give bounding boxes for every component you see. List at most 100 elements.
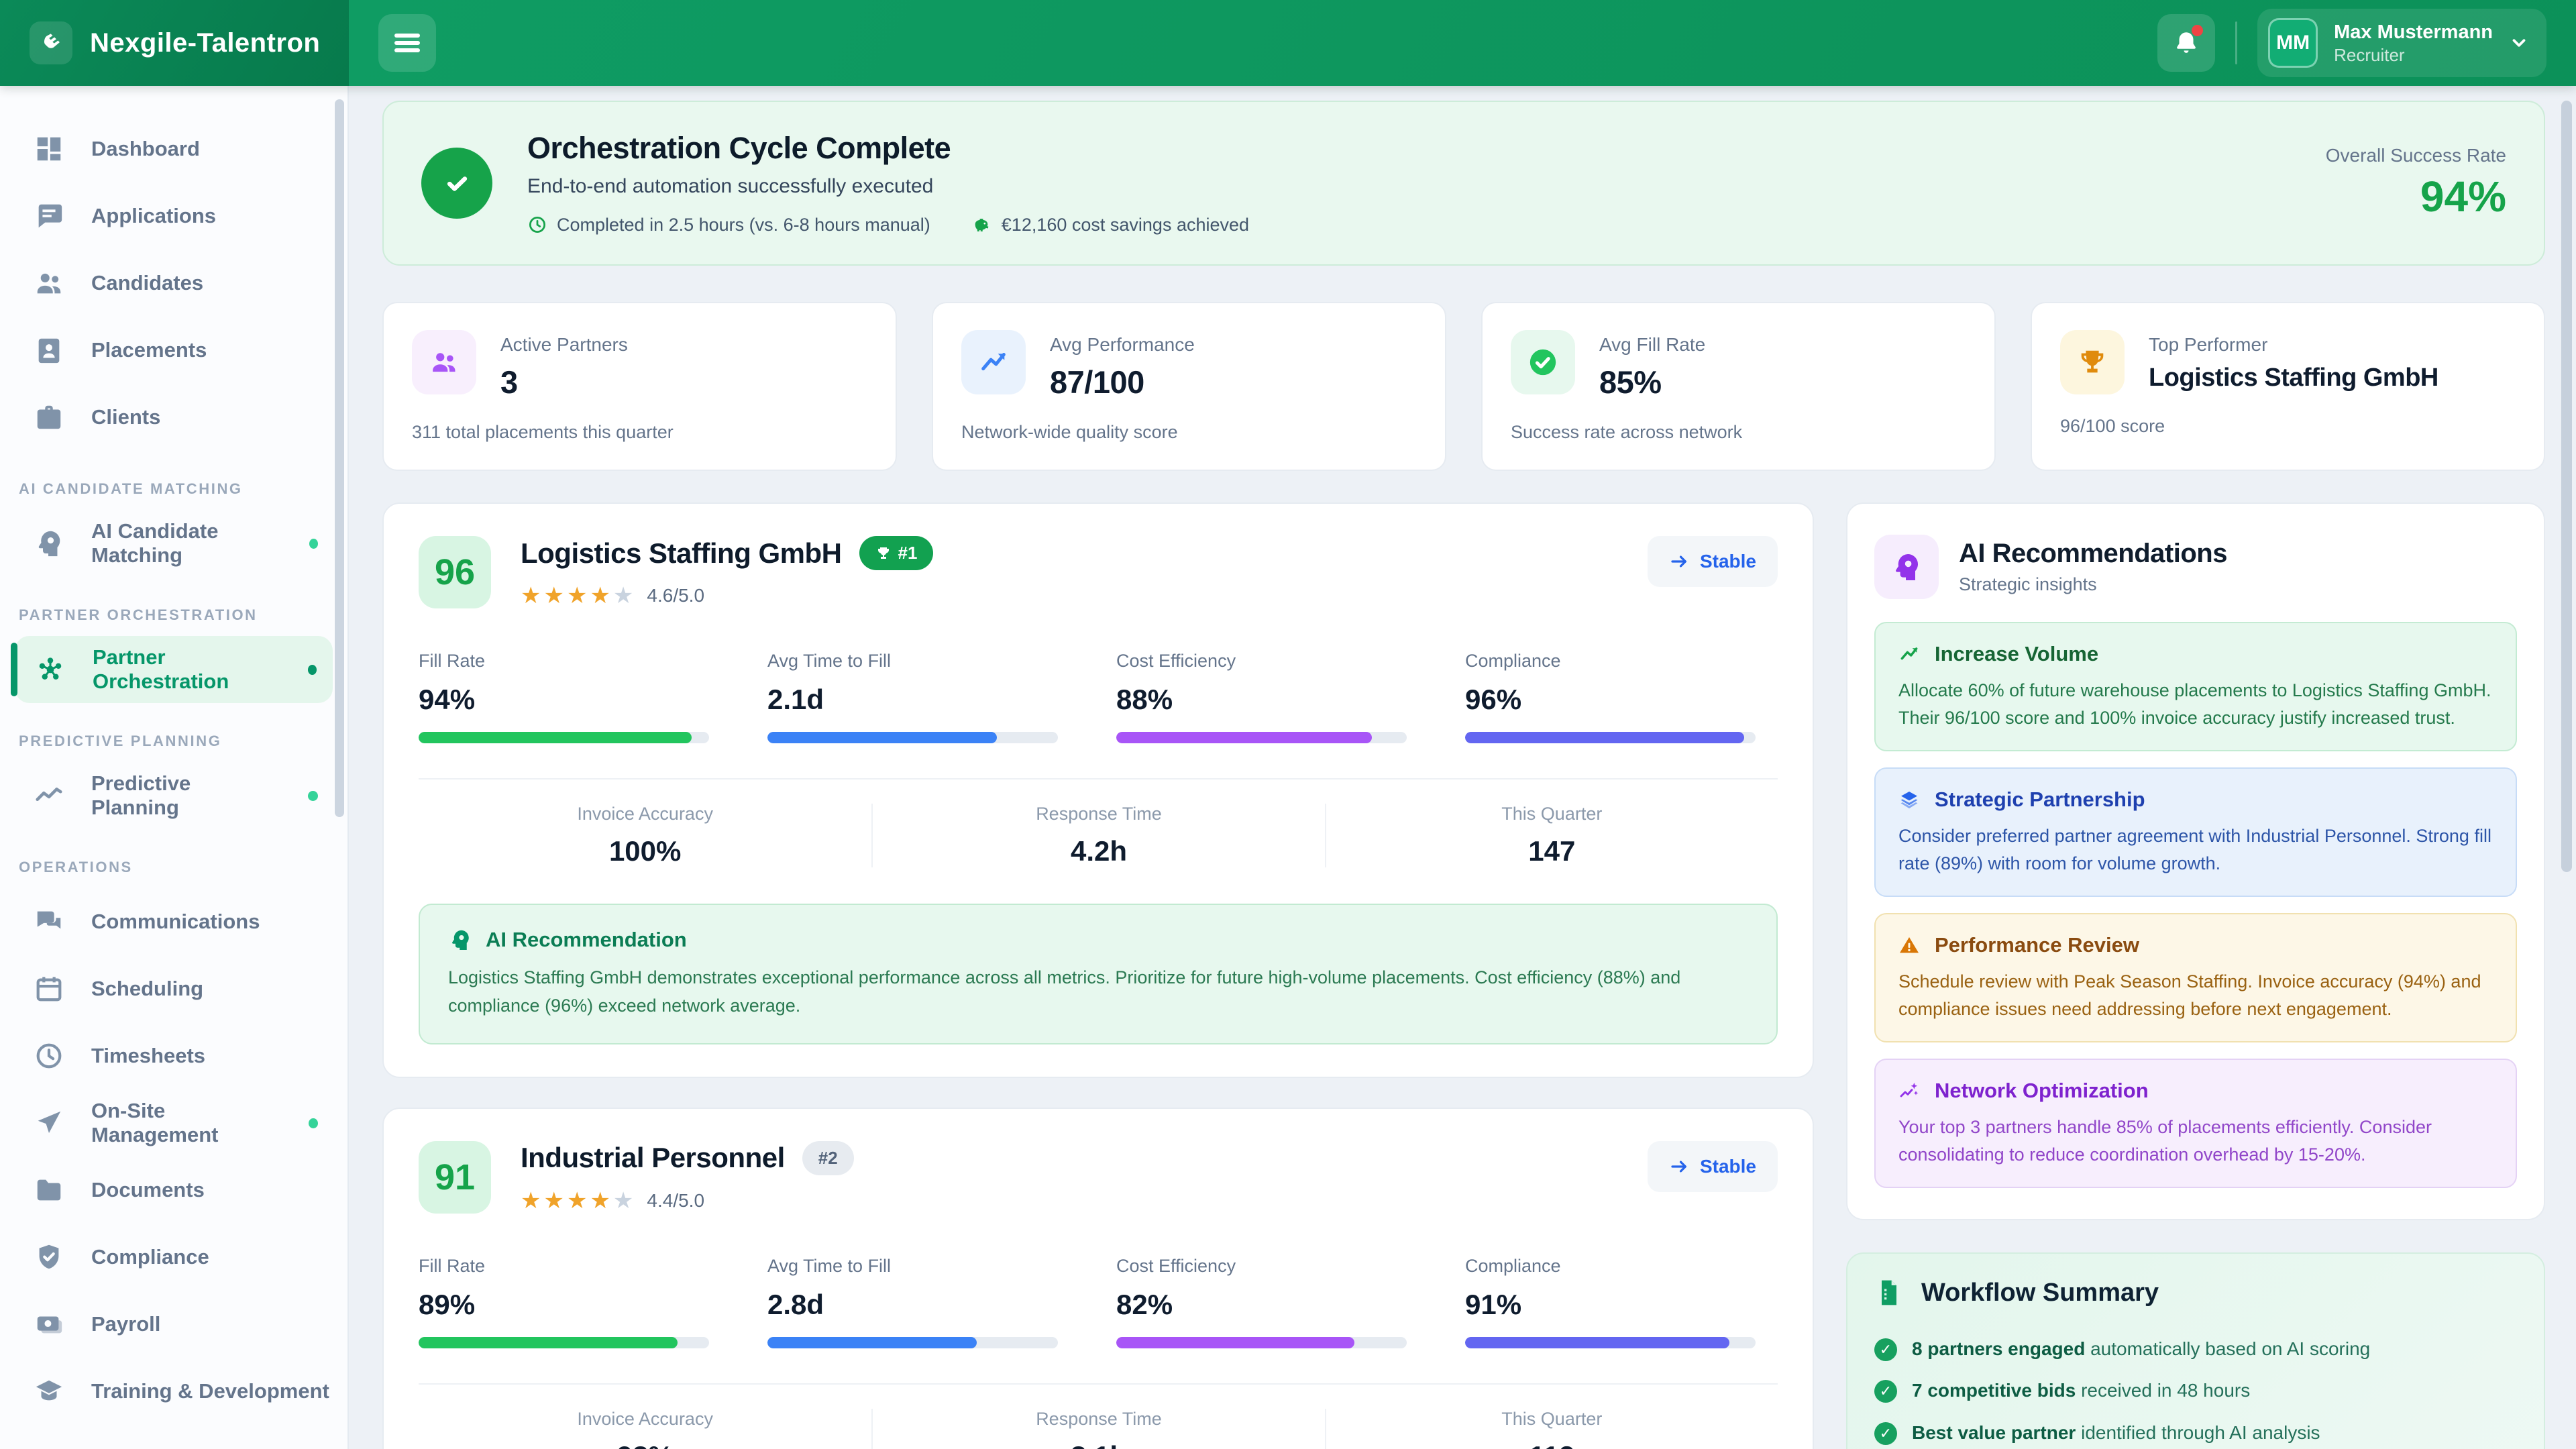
sidebar-item-training[interactable]: Training & Development: [0, 1358, 347, 1425]
submetric-invoice-accuracy: Invoice Accuracy 100%: [419, 804, 871, 867]
sparkles-icon: [1898, 1080, 1920, 1102]
handshake-logo-icon: [30, 21, 72, 64]
submetric-this-quarter: This Quarter 147: [1325, 804, 1778, 867]
rank-badge: #2: [802, 1141, 854, 1175]
arrow-right-icon: [1669, 1157, 1689, 1177]
submetric-invoice-accuracy: Invoice Accuracy 98%: [419, 1409, 871, 1449]
ai-panel-title: AI Recommendations: [1959, 539, 2227, 569]
arrow-right-icon: [1669, 551, 1689, 572]
briefcase-icon: [34, 402, 64, 433]
ai-head-icon: [34, 528, 64, 559]
sidebar-item-predictive-planning[interactable]: Predictive Planning: [0, 762, 347, 829]
active-dot: [309, 539, 318, 549]
trend-badge-stable: Stable: [1648, 536, 1778, 587]
trend-up-icon: [1898, 643, 1920, 665]
sidebar-scrollbar[interactable]: [335, 99, 344, 817]
partners-icon: [412, 330, 476, 394]
warning-icon: [1898, 934, 1920, 956]
section-operations: OPERATIONS: [19, 859, 347, 876]
partner-score: 96: [419, 536, 491, 608]
active-dot: [309, 1118, 318, 1128]
submetric-response-time: Response Time 8.1h: [871, 1409, 1324, 1449]
page-scrollbar[interactable]: [2561, 101, 2572, 872]
stat-card-avg-fill-rate: Avg Fill Rate 85% Success rate across ne…: [1481, 302, 1996, 471]
partner-rating: ★★★★★ 4.6/5.0: [521, 582, 933, 609]
metric-cost-efficiency: Cost Efficiency 88%: [1116, 651, 1429, 743]
banner-title: Orchestration Cycle Complete: [527, 131, 1249, 166]
metric-compliance: Compliance 96%: [1465, 651, 1778, 743]
ai-head-icon: [448, 928, 472, 952]
user-name: Max Mustermann: [2334, 20, 2493, 44]
trend-line-icon: [34, 780, 64, 811]
chevron-down-icon: [2509, 33, 2529, 53]
partner-rating: ★★★★★ 4.4/5.0: [521, 1187, 854, 1214]
app-header: Nexgile-Talentron MM Max Mustermann Recr…: [0, 0, 2576, 86]
clock-icon: [527, 215, 547, 235]
rank-badge: #1: [859, 536, 934, 570]
success-banner: Orchestration Cycle Complete End-to-end …: [382, 101, 2545, 266]
partner-name: Industrial Personnel: [521, 1142, 785, 1174]
chat-icon: [34, 201, 64, 231]
trend-up-icon: [961, 330, 1026, 394]
rec-card-increase-volume: Increase Volume Allocate 60% of future w…: [1874, 622, 2517, 751]
submetric-this-quarter: This Quarter 112: [1325, 1409, 1778, 1449]
check-circle-icon: [1511, 330, 1575, 394]
sidebar-item-scheduling[interactable]: Scheduling: [0, 955, 347, 1022]
notification-dot: [2192, 25, 2203, 36]
dashboard-icon: [34, 133, 64, 164]
sidebar-item-candidates[interactable]: Candidates: [0, 250, 347, 317]
header-divider: [2235, 21, 2237, 64]
stat-card-top-performer: Top Performer Logistics Staffing GmbH 96…: [2031, 302, 2545, 471]
banknote-icon: [34, 1309, 64, 1340]
sidebar-item-onsite-management[interactable]: On-Site Management: [0, 1089, 347, 1157]
trophy-icon: [2060, 330, 2125, 394]
rec-card-network-optimization: Network Optimization Your top 3 partners…: [1874, 1059, 2517, 1188]
badge-icon: [34, 335, 64, 366]
main-content: Orchestration Cycle Complete End-to-end …: [349, 86, 2576, 1449]
workflow-item: ✓ 8 partners engaged automatically based…: [1874, 1337, 2517, 1361]
sidebar-item-dashboard[interactable]: Dashboard: [0, 115, 347, 182]
metric-fill-rate: Fill Rate 94%: [419, 651, 731, 743]
piggy-bank-icon: [971, 214, 992, 235]
partner-score: 91: [419, 1141, 491, 1214]
check-circle-icon: [421, 148, 492, 219]
layers-icon: [1898, 789, 1920, 810]
sidebar-item-ai-candidate-matching[interactable]: AI Candidate Matching: [0, 510, 347, 577]
navigation-icon: [34, 1108, 64, 1138]
sidebar-item-partner-orchestration[interactable]: Partner Orchestration: [15, 636, 333, 703]
document-icon: [1874, 1278, 1904, 1307]
banner-savings-meta: €12,160 cost savings achieved: [971, 214, 1249, 235]
rec-card-strategic-partnership: Strategic Partnership Consider preferred…: [1874, 767, 2517, 897]
rec-card-performance-review: Performance Review Schedule review with …: [1874, 913, 2517, 1042]
section-ai-candidate-matching: AI CANDIDATE MATCHING: [19, 480, 347, 498]
partner-name: Logistics Staffing GmbH: [521, 537, 842, 570]
sidebar-item-documents[interactable]: Documents: [0, 1157, 347, 1224]
chat-bubbles-icon: [34, 906, 64, 937]
menu-toggle-button[interactable]: [378, 14, 436, 72]
workflow-item: ✓ 7 competitive bids received in 48 hour…: [1874, 1379, 2517, 1403]
sidebar-item-compliance[interactable]: Compliance: [0, 1224, 347, 1291]
sidebar-item-applications[interactable]: Applications: [0, 182, 347, 250]
sidebar-item-placements[interactable]: Placements: [0, 317, 347, 384]
sidebar-item-communications[interactable]: Communications: [0, 888, 347, 955]
active-dot: [308, 791, 318, 801]
sidebar-item-clients[interactable]: Clients: [0, 384, 347, 451]
banner-subtitle: End-to-end automation successfully execu…: [527, 175, 1249, 198]
workflow-summary: Workflow Summary ✓ 8 partners engaged au…: [1846, 1252, 2545, 1449]
clock-icon: [34, 1040, 64, 1071]
sidebar-item-payroll[interactable]: Payroll: [0, 1291, 347, 1358]
sidebar-item-timesheets[interactable]: Timesheets: [0, 1022, 347, 1089]
logo-block: Nexgile-Talentron: [0, 0, 349, 86]
user-menu[interactable]: MM Max Mustermann Recruiter: [2257, 9, 2546, 77]
success-rate-label: Overall Success Rate: [2326, 145, 2506, 166]
notifications-button[interactable]: [2157, 14, 2215, 72]
metric-fill-rate: Fill Rate 89%: [419, 1256, 731, 1348]
user-role: Recruiter: [2334, 44, 2493, 66]
stats-row: Active Partners 3 311 total placements t…: [382, 302, 2545, 471]
success-rate-value: 94%: [2326, 172, 2506, 221]
sidebar: Dashboard Applications Candidates Placem…: [0, 86, 349, 1449]
metric-compliance: Compliance 91%: [1465, 1256, 1778, 1348]
active-dot: [308, 665, 317, 675]
calendar-icon: [34, 973, 64, 1004]
network-icon: [35, 654, 66, 685]
